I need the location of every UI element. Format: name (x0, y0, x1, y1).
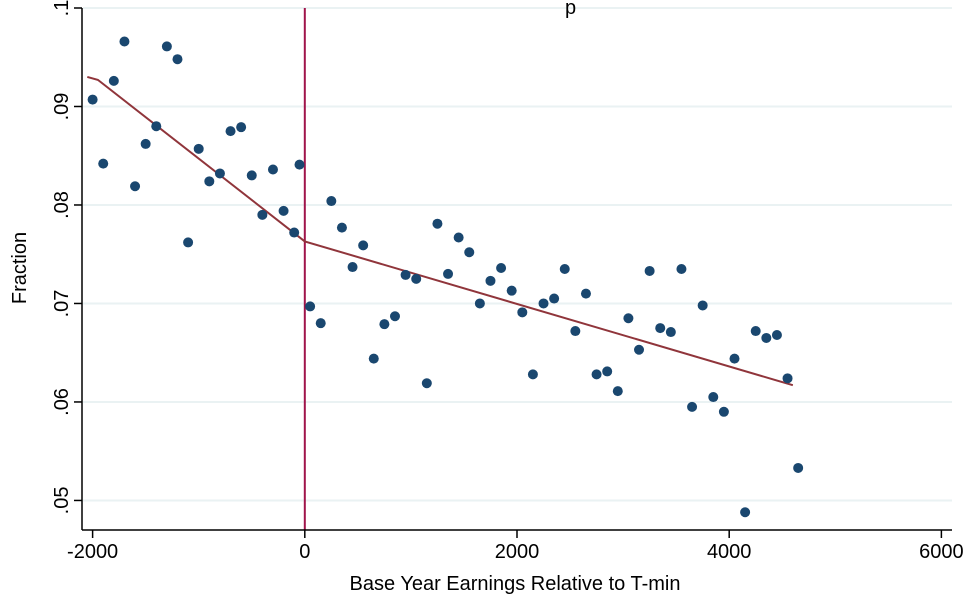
data-point (485, 275, 496, 286)
data-point (214, 168, 225, 179)
data-point (204, 176, 215, 187)
data-point (602, 366, 613, 377)
data-point (119, 36, 130, 47)
data-point (771, 329, 782, 340)
data-point (591, 369, 602, 380)
data-point (379, 319, 390, 330)
data-point (453, 232, 464, 243)
data-point (193, 143, 204, 154)
data-point (432, 218, 443, 229)
data-point (655, 323, 666, 334)
y-tick-label: .09 (51, 93, 73, 121)
data-point (358, 240, 369, 251)
y-tick-label: .07 (51, 290, 73, 318)
data-point (687, 401, 698, 412)
data-point (793, 462, 804, 473)
data-point (87, 94, 98, 105)
chart-title: p (565, 0, 576, 19)
x-tick-label: 0 (299, 541, 310, 563)
data-point (729, 353, 740, 364)
x-axis-ticks: -2000 0 2000 4000 6000 (67, 530, 964, 563)
fit-line-group (87, 75, 794, 387)
data-point (527, 369, 538, 380)
data-point (347, 262, 358, 273)
x-axis-title: Base Year Earnings Relative to T-min (350, 573, 681, 595)
data-point (496, 263, 507, 274)
data-point (559, 264, 570, 274)
data-point (389, 311, 400, 322)
data-point (411, 273, 422, 284)
data-point (257, 209, 268, 220)
data-point (506, 285, 517, 296)
data-point (315, 318, 326, 329)
data-point (644, 265, 655, 276)
data-point (623, 313, 634, 324)
data-point (474, 298, 485, 309)
data-point (517, 307, 528, 318)
data-point (151, 121, 162, 132)
data-point (236, 122, 247, 133)
data-point (140, 138, 151, 149)
y-tick-label: .1 (51, 0, 73, 16)
data-point (761, 332, 772, 343)
y-tick-label: .08 (51, 191, 73, 219)
data-point (278, 205, 289, 216)
data-point (782, 373, 793, 384)
data-point (183, 237, 194, 248)
data-point (538, 298, 549, 309)
data-point (612, 386, 623, 397)
data-point (305, 301, 316, 312)
scatter-points (87, 36, 804, 518)
y-axis-title: Fraction (9, 232, 31, 304)
data-point (225, 126, 236, 137)
data-point (740, 507, 751, 518)
y-axis-ticks: .05 .06 .07 .08 .09 .1 (51, 0, 82, 514)
data-point (161, 41, 172, 52)
data-point (443, 268, 454, 279)
data-point (718, 406, 729, 417)
data-point (634, 344, 645, 355)
data-point (464, 247, 475, 258)
y-tick-label: .05 (51, 487, 73, 515)
data-point (98, 158, 109, 169)
data-point (336, 222, 347, 233)
x-tick-label: 4000 (707, 541, 752, 563)
x-tick-label: -2000 (67, 541, 118, 563)
data-point (326, 196, 337, 207)
data-point (400, 269, 411, 280)
data-point (368, 353, 379, 364)
data-point (697, 300, 708, 311)
data-point (172, 54, 183, 65)
data-point (549, 293, 560, 304)
data-point (580, 288, 591, 299)
data-point (246, 170, 257, 181)
data-point (750, 326, 761, 337)
data-point (665, 327, 676, 338)
data-point (708, 392, 719, 403)
data-point (676, 264, 687, 274)
data-point (108, 75, 119, 86)
fit-line (87, 75, 794, 387)
data-point (570, 326, 581, 337)
data-point (421, 378, 432, 389)
data-point (289, 227, 300, 238)
y-tick-label: .06 (51, 388, 73, 416)
data-point (130, 181, 141, 192)
x-tick-label: 6000 (919, 541, 964, 563)
data-point (267, 164, 278, 175)
x-tick-label: 2000 (495, 541, 540, 563)
data-point (294, 159, 305, 170)
